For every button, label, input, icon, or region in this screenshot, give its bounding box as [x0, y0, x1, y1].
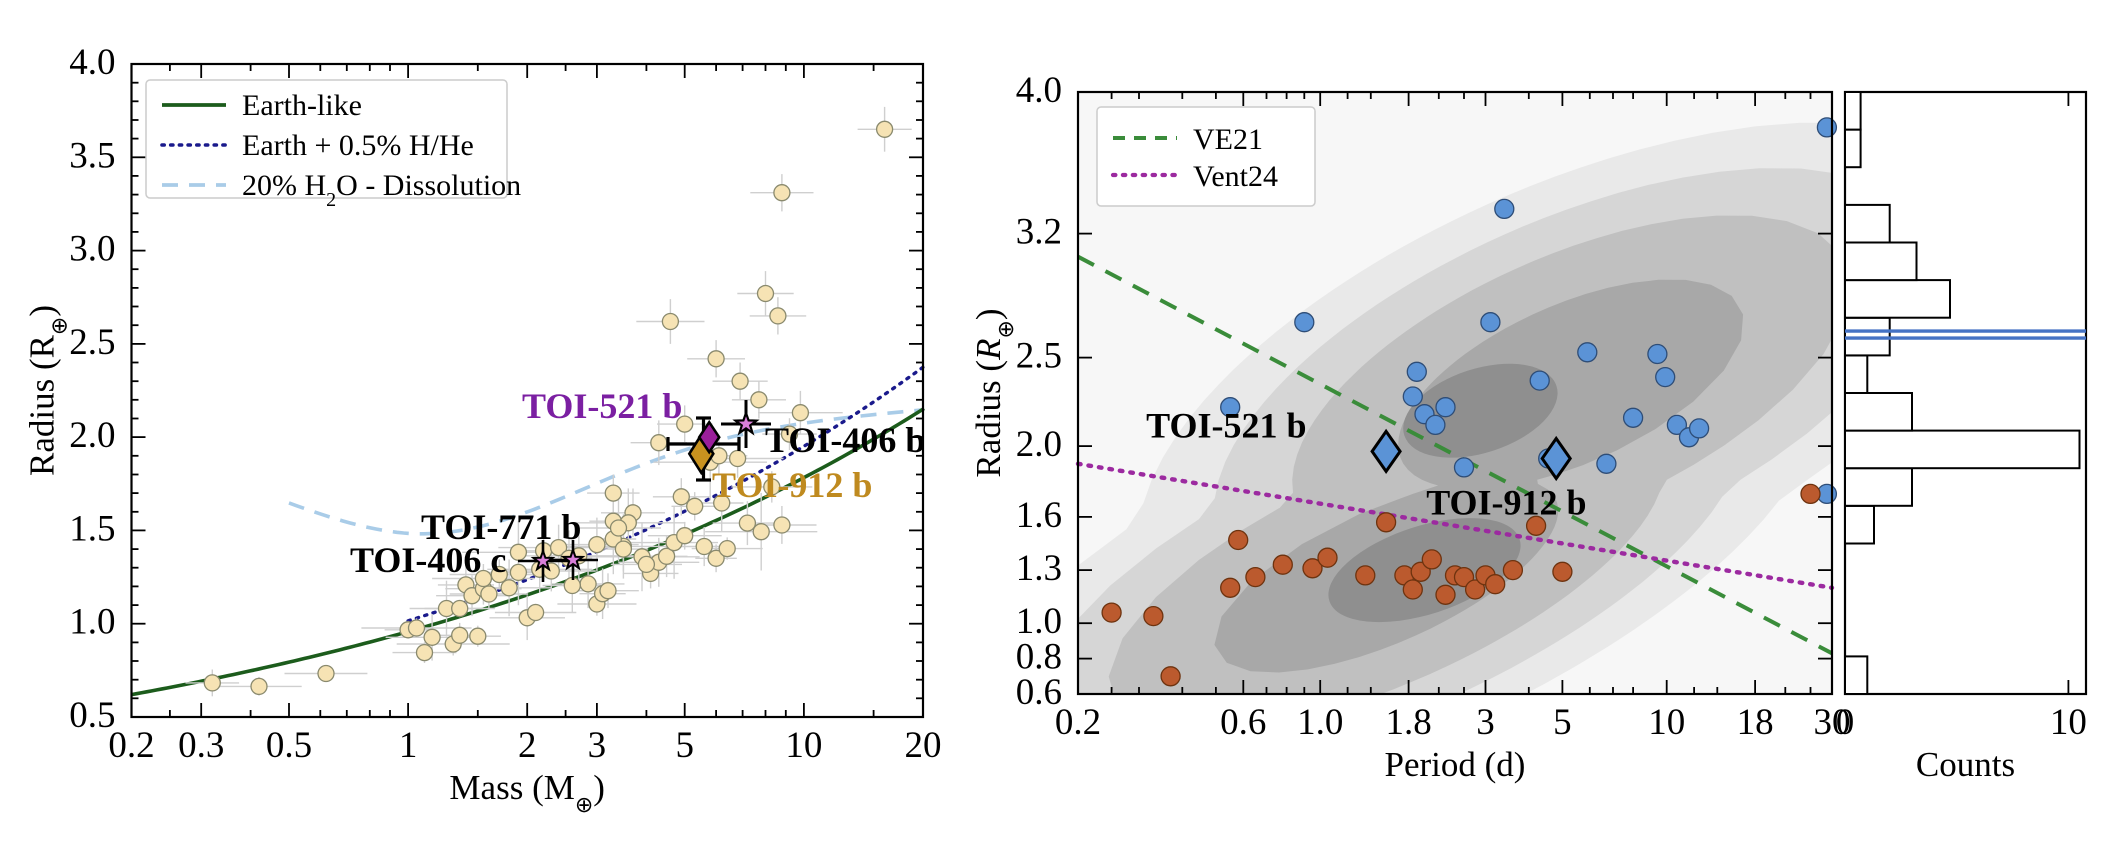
- svg-text:TOI-521 b: TOI-521 b: [1146, 405, 1306, 445]
- svg-text:5: 5: [675, 725, 694, 766]
- svg-text:0.6: 0.6: [1220, 702, 1266, 743]
- svg-text:1.8: 1.8: [1385, 702, 1431, 743]
- svg-text:3.0: 3.0: [69, 229, 115, 270]
- svg-text:2.0: 2.0: [69, 415, 115, 456]
- svg-text:10: 10: [785, 725, 822, 766]
- svg-text:0: 0: [1836, 702, 1855, 743]
- svg-text:0.3: 0.3: [178, 725, 224, 766]
- svg-text:TOI-912 b: TOI-912 b: [712, 465, 872, 505]
- svg-text:2.0: 2.0: [1016, 424, 1062, 465]
- svg-text:10: 10: [1648, 702, 1685, 743]
- svg-text:3: 3: [1476, 702, 1495, 743]
- svg-text:0.8: 0.8: [1016, 637, 1062, 678]
- svg-text:5: 5: [1553, 702, 1572, 743]
- svg-text:TOI-521 b: TOI-521 b: [522, 386, 682, 426]
- svg-text:Earth + 0.5% H/He: Earth + 0.5% H/He: [242, 129, 474, 162]
- svg-text:1.0: 1.0: [1297, 702, 1343, 743]
- svg-text:1.0: 1.0: [1016, 601, 1062, 642]
- svg-text:2.5: 2.5: [69, 322, 115, 363]
- svg-text:Vent24: Vent24: [1193, 160, 1278, 193]
- svg-text:3.5: 3.5: [69, 135, 115, 176]
- svg-text:1: 1: [399, 725, 418, 766]
- svg-text:1.3: 1.3: [1016, 548, 1062, 589]
- svg-text:18: 18: [1737, 702, 1774, 743]
- svg-text:2.5: 2.5: [1016, 336, 1062, 377]
- svg-text:Counts: Counts: [1916, 745, 2015, 784]
- svg-text:1.5: 1.5: [69, 508, 115, 549]
- svg-text:3: 3: [588, 725, 607, 766]
- svg-text:2: 2: [518, 725, 537, 766]
- svg-text:VE21: VE21: [1193, 123, 1263, 156]
- svg-text:4.0: 4.0: [1016, 70, 1062, 111]
- svg-text:0.5: 0.5: [69, 695, 115, 736]
- svg-text:Earth-like: Earth-like: [242, 89, 362, 122]
- svg-text:1.6: 1.6: [1016, 495, 1062, 536]
- svg-text:4.0: 4.0: [69, 42, 115, 83]
- svg-text:TOI-406 c: TOI-406 c: [350, 540, 506, 580]
- svg-text:TOI-406 b: TOI-406 b: [765, 420, 925, 460]
- svg-text:3.2: 3.2: [1016, 212, 1062, 253]
- svg-text:Period (d): Period (d): [1385, 745, 1526, 784]
- svg-text:1.0: 1.0: [69, 602, 115, 643]
- svg-text:20: 20: [905, 725, 942, 766]
- svg-text:0.5: 0.5: [266, 725, 312, 766]
- svg-text:0.6: 0.6: [1016, 672, 1062, 713]
- svg-text:10: 10: [2050, 702, 2087, 743]
- svg-text:TOI-912 b: TOI-912 b: [1426, 483, 1586, 523]
